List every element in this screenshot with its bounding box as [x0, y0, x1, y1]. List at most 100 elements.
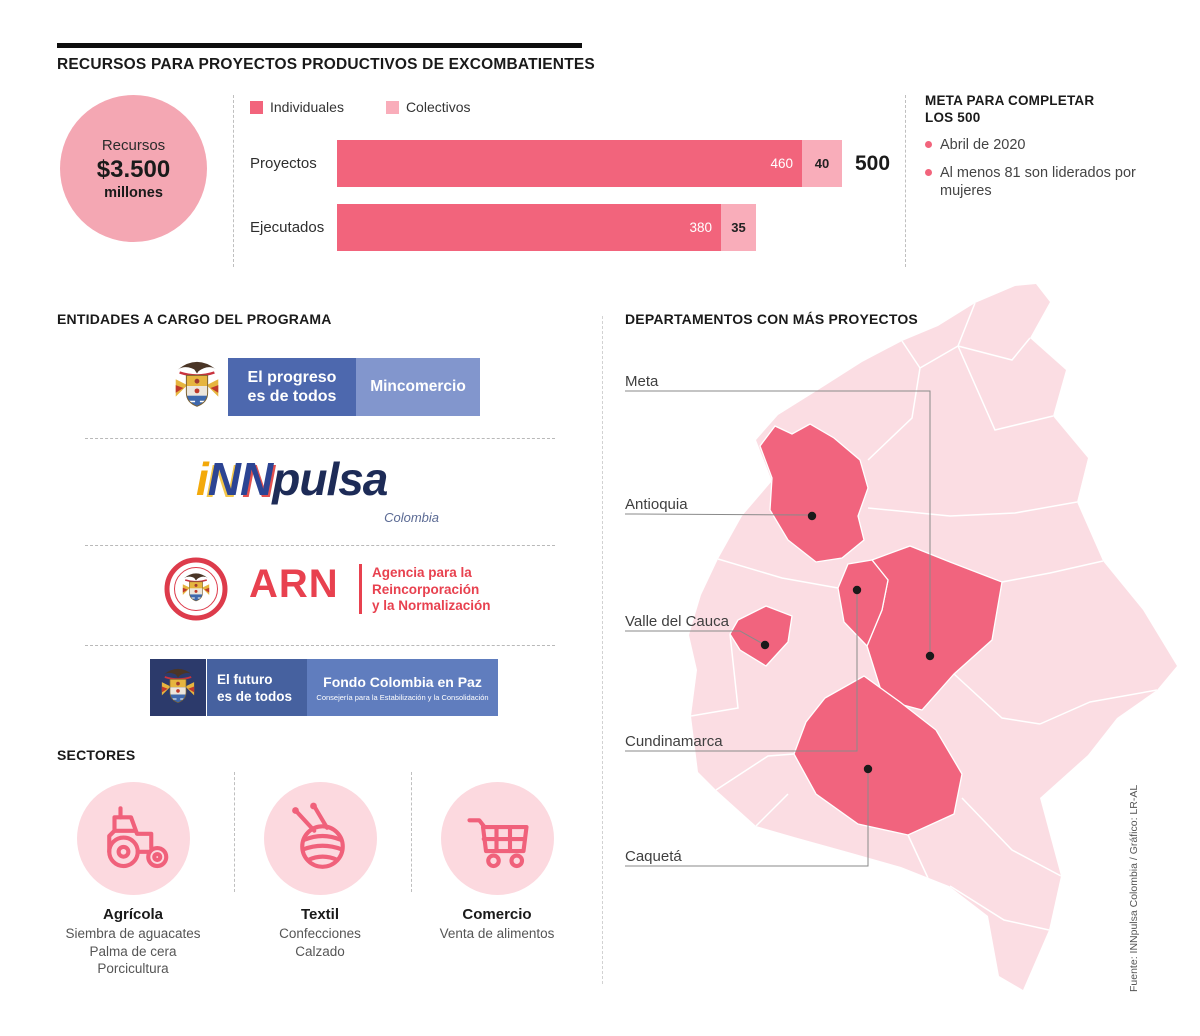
- sector-divider: [411, 772, 412, 892]
- crest-box: [150, 659, 206, 716]
- innpulsa-letter: N: [207, 453, 241, 505]
- department-borders: [690, 302, 1158, 931]
- resources-amount: $3.500: [96, 155, 171, 183]
- sector-details-textil: Confecciones Calzado: [230, 925, 410, 960]
- entities-separator: [85, 645, 555, 646]
- sector-divider: [234, 772, 235, 892]
- innpulsa-wordmark: iNNpulsa: [196, 452, 451, 506]
- arn-logo: ARN Agencia para la Reincorporación y la…: [163, 556, 563, 622]
- dept-caqueta: [793, 675, 963, 836]
- divider-left-of-chart: [233, 95, 234, 267]
- bar-value: 40: [814, 156, 830, 171]
- bullet-dot: [925, 169, 932, 176]
- map-title: DEPARTAMENTOS CON MÁS PROYECTOS: [625, 311, 918, 327]
- page-title: RECURSOS PARA PROYECTOS PRODUCTIVOS DE E…: [57, 56, 595, 73]
- map-label-caqueta: Caquetá: [625, 848, 682, 865]
- meta-bullet-text: Al menos 81 son liderados por mujeres: [940, 165, 1136, 199]
- meta-title-line1: META PARA COMPLETAR: [925, 93, 1095, 108]
- entities-separator: [85, 545, 555, 546]
- divider-right-of-chart: [905, 95, 906, 267]
- fondo-subtitle: Consejería para la Estabilización y la C…: [316, 692, 489, 702]
- meta-bullet-text: Abril de 2020: [940, 137, 1026, 153]
- leader-lines: [624, 390, 931, 867]
- colombia-coat-of-arms-icon: [168, 358, 226, 416]
- innpulsa-letter: N: [240, 453, 273, 505]
- tractor-icon: [106, 805, 168, 868]
- resources-unit: millones: [104, 184, 163, 201]
- sector-detail: Porcicultura: [97, 961, 169, 976]
- dept-antioquia: [759, 423, 869, 563]
- map-label-valle-del-cauca: Valle del Cauca: [625, 613, 730, 630]
- mincomercio-logo: El progreso es de todos Mincomercio: [168, 358, 488, 416]
- bar-row-ejecutados: Ejecutados 380 35: [250, 204, 769, 251]
- center-divider: [602, 316, 603, 984]
- bar-value: 460: [770, 156, 793, 171]
- mincomercio-name-box: Mincomercio: [356, 358, 480, 416]
- chart-legend: Individuales Colectivos: [250, 99, 513, 115]
- bullet-dot: [925, 141, 932, 148]
- meta-title: META PARA COMPLETAR LOS 500: [925, 92, 1140, 126]
- bar-proyectos-colectivos: 40: [802, 140, 842, 187]
- colombia-coat-of-arms-icon: [156, 666, 200, 710]
- map-labels: Meta Antioquia Valle del Cauca Cundinama…: [625, 373, 730, 865]
- bar-row-proyectos: Proyectos 460 40 500: [250, 140, 890, 187]
- fondo-colombia-en-paz-logo: El futuro es de todos Fondo Colombia en …: [150, 659, 500, 716]
- fondo-name: Fondo Colombia en Paz: [323, 673, 482, 690]
- republic-seal-icon: [164, 557, 228, 621]
- map-label-meta: Meta: [625, 373, 659, 390]
- sector-detail: Confecciones: [279, 926, 361, 941]
- sector-comercio-circle: [441, 782, 554, 895]
- gov-slogan-box: El futuro es de todos: [207, 659, 307, 716]
- sector-details-agricola: Siembra de aguacates Palma de cera Porci…: [43, 925, 223, 978]
- bar-proyectos-individuales: 460: [337, 140, 802, 187]
- map-dots: [760, 511, 935, 774]
- sector-name-comercio: Comercio: [462, 906, 532, 923]
- dept-valle: [729, 605, 793, 667]
- bar-total-proyectos: 500: [855, 151, 891, 175]
- source-credit: Fuente: INNpulsa Colombia / Gráfico: LR-…: [1128, 784, 1140, 992]
- entities-title: ENTIDADES A CARGO DEL PROGRAMA: [57, 311, 332, 327]
- bar-category-proyectos: Proyectos: [250, 155, 317, 172]
- arn-divider: [359, 564, 362, 614]
- title-rule: [57, 43, 582, 48]
- fondo-name-box: Fondo Colombia en Paz Consejería para la…: [307, 659, 498, 716]
- innpulsa-letters: pulsa: [272, 453, 388, 505]
- bar-ejecutados-colectivos: 35: [721, 204, 756, 251]
- highlighted-departments: [729, 423, 1003, 836]
- sector-name-agricola: Agrícola: [102, 906, 163, 923]
- meta-bullet: Abril de 2020: [925, 136, 1140, 154]
- legend-label-individuales: Individuales: [270, 99, 344, 115]
- map-label-cundinamarca: Cundinamarca: [625, 733, 723, 750]
- sector-detail: Calzado: [295, 943, 345, 959]
- legend-swatch-colectivos: [385, 100, 399, 114]
- arn-acronym: ARN: [249, 562, 339, 606]
- gov-slogan-line2: es de todos: [247, 388, 337, 405]
- yarn-icon: [291, 802, 345, 869]
- meta-box: META PARA COMPLETAR LOS 500 Abril de 202…: [925, 92, 1140, 200]
- bar-category-ejecutados: Ejecutados: [250, 219, 325, 236]
- sector-detail: Palma de cera: [89, 943, 177, 959]
- arn-fullname: Agencia para la Reincorporación y la Nor…: [372, 565, 491, 615]
- legend-item-individuales: Individuales: [250, 99, 344, 115]
- resources-label: Recursos: [101, 136, 166, 154]
- sector-agricola-circle: [77, 782, 190, 895]
- innpulsa-letter: i: [196, 453, 209, 505]
- map-label-antioquia: Antioquia: [625, 496, 688, 513]
- dept-cundinamarca: [837, 559, 889, 648]
- sector-details-comercio: Venta de alimentos: [407, 925, 587, 943]
- sector-name-textil: Textil: [300, 906, 340, 923]
- gov-slogan-line2: es de todos: [217, 688, 293, 704]
- innpulsa-country: Colombia: [384, 510, 439, 525]
- innpulsa-logo: iNNpulsa Colombia: [196, 452, 451, 534]
- arn-line2: Reincorporación: [372, 581, 480, 597]
- legend-label-colectivos: Colectivos: [405, 99, 471, 115]
- gov-slogan-box: El progreso es de todos: [228, 358, 356, 416]
- bar-ejecutados-individuales: 380: [337, 204, 721, 251]
- bar-value: 35: [731, 220, 746, 235]
- sector-textil-circle: [264, 782, 377, 895]
- cart-icon: [466, 817, 529, 868]
- entities-separator: [85, 438, 555, 439]
- resources-circle: Recursos $3.500 millones: [60, 95, 207, 242]
- arn-line1: Agencia para la: [372, 565, 472, 580]
- meta-bullet: Al menos 81 son liderados por mujeres: [925, 164, 1140, 200]
